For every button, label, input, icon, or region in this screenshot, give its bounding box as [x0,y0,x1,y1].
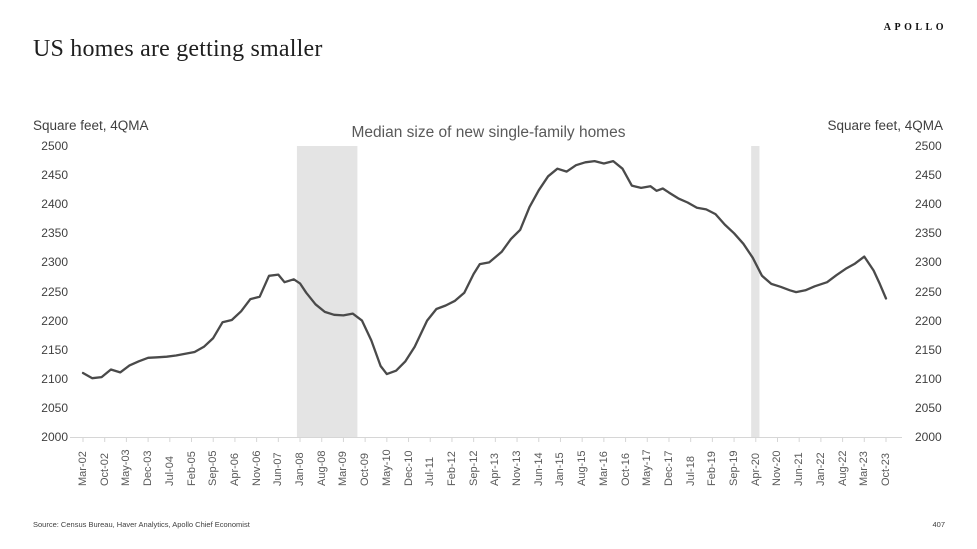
x-tick-label: Mar-09 [337,451,350,486]
x-tick-label: Nov-20 [771,450,784,486]
x-tick-label: Apr-06 [228,452,241,486]
x-tick-label: Oct-02 [98,452,111,486]
y-tick-label-left: 2250 [41,284,68,299]
y-tick-label-left: 2300 [41,255,68,270]
x-tick-label: Mar-16 [597,451,610,486]
apollo-logo: APOLLO [883,22,947,33]
x-tick-label: Jul-04 [163,456,176,486]
y-tick-label-right: 2500 [915,139,942,153]
x-tick-label: Mar-23 [858,451,871,486]
x-tick-label: Feb-12 [445,451,458,486]
x-tick-label: Dec-10 [402,450,415,486]
y-tick-label-right: 2150 [915,342,942,357]
x-tick-label: Jan-08 [294,452,307,486]
x-tick-label: May-10 [380,449,393,486]
source-note: Source: Census Bureau, Haver Analytics, … [33,520,250,529]
x-tick-label: Nov-13 [511,450,524,486]
y-tick-label-right: 2250 [915,284,942,299]
y-tick-label-right: 2050 [915,400,942,415]
x-tick-label: Jul-18 [684,456,697,486]
y-tick-label-left: 2350 [41,226,68,241]
y-axis-caption-left: Square feet, 4QMA [33,118,149,133]
recession-band [751,146,760,437]
y-tick-label-left: 2200 [41,313,68,328]
x-tick-label: Oct-09 [359,452,372,486]
y-axis-caption-right: Square feet, 4QMA [827,118,943,133]
x-tick-label: Apr-13 [489,452,502,486]
x-tick-label: Oct-23 [880,452,892,486]
y-tick-label-left: 2150 [41,342,68,357]
x-tick-label: Apr-20 [749,452,762,486]
y-tick-label-right: 2300 [915,255,942,270]
y-tick-label-right: 2350 [915,226,942,241]
x-tick-label: Dec-03 [142,450,155,486]
x-tick-label: Jun-21 [793,452,806,486]
x-tick-label: Jun-14 [532,452,545,486]
x-tick-label: Nov-06 [250,450,263,486]
recession-band [296,146,358,437]
y-tick-label-right: 2000 [915,430,942,444]
x-tick-label: Aug-15 [576,450,589,486]
x-tick-label: Feb-19 [706,451,719,486]
x-tick-label: Oct-16 [619,452,632,486]
x-tick-label: Feb-05 [185,451,198,486]
x-tick-label: Aug-08 [315,450,328,486]
chart-title: Median size of new single-family homes [351,124,626,141]
x-tick-label: Jul-11 [424,456,437,486]
x-tick-label: Mar-02 [77,451,89,486]
x-tick-label: Jun-07 [272,452,285,486]
x-tick-label: Sep-12 [467,450,480,486]
y-tick-label-right: 2100 [915,371,942,386]
median-size-line [81,159,888,380]
x-tick-label: Aug-22 [836,450,849,486]
y-tick-label-left: 2000 [41,430,68,444]
x-tick-label: May-17 [641,449,654,486]
x-tick-label: Dec-17 [662,450,675,486]
y-tick-label-left: 2100 [41,371,68,386]
page-title: US homes are getting smaller [33,36,323,62]
y-tick-label-right: 2400 [915,197,942,212]
x-tick-label: Sep-05 [207,450,220,486]
y-tick-label-left: 2450 [41,168,68,183]
y-tick-label-left: 2500 [41,139,68,153]
y-tick-label-right: 2200 [915,313,942,328]
y-tick-label-left: 2400 [41,197,68,212]
x-tick-label: May-03 [120,449,133,486]
x-tick-label: Sep-19 [728,450,741,486]
page-number: 407 [932,520,945,529]
y-tick-label-right: 2450 [915,168,942,183]
y-tick-label-left: 2050 [41,400,68,415]
x-tick-label: Jan-22 [814,452,827,486]
x-tick-label: Jan-15 [554,452,567,486]
